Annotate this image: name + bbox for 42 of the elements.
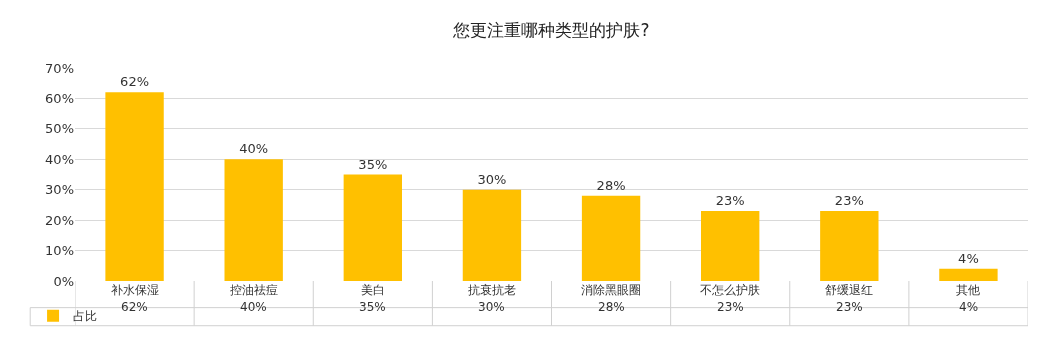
- data-label: 28%: [598, 300, 625, 314]
- bar: [462, 189, 522, 281]
- bar: [224, 159, 283, 281]
- data-label: 35%: [359, 300, 386, 314]
- x-tick-label: 补水保湿: [110, 283, 159, 297]
- y-tick-label: 40%: [45, 151, 74, 167]
- text: 30%: [477, 171, 507, 187]
- x-tick-label: 控油祛痘: [229, 283, 278, 297]
- y-tick-label: 0%: [53, 273, 74, 289]
- data-label: 40%: [240, 300, 267, 314]
- text: 62%: [120, 74, 150, 90]
- chart-title: 您更注重哪种类型的护肤?: [452, 19, 650, 40]
- data-label: 30%: [478, 300, 505, 314]
- x-tick-label: 消除黑眼圈: [581, 283, 642, 297]
- y-tick-label: 60%: [45, 90, 74, 106]
- y-tick-label: 30%: [45, 182, 74, 198]
- text: 23%: [715, 193, 745, 209]
- data-label: 23%: [717, 300, 744, 314]
- x-tick-label: 其他: [956, 283, 981, 297]
- data-label: 4%: [959, 300, 979, 314]
- text: 35%: [358, 156, 388, 172]
- x-tick-label: 抗衰抗老: [467, 283, 516, 297]
- text: 28%: [596, 177, 626, 193]
- y-tick-label: 50%: [45, 121, 74, 137]
- x-tick-label: 不怎么护肤: [700, 283, 761, 297]
- bar: [939, 268, 998, 281]
- text: 23%: [834, 193, 864, 209]
- text: 4%: [958, 250, 979, 266]
- legend-label: 占比: [73, 309, 98, 324]
- y-tick-label: 10%: [45, 243, 74, 259]
- x-tick-label: 舒缓退红: [825, 283, 874, 297]
- data-label: 62%: [121, 300, 148, 314]
- bar: [105, 92, 164, 281]
- y-tick-label: 20%: [45, 212, 74, 228]
- data-label: 23%: [836, 300, 863, 314]
- bar: [343, 174, 402, 281]
- bar: [581, 195, 641, 281]
- y-tick-label: 70%: [45, 60, 74, 76]
- bar: [701, 211, 760, 281]
- x-tick-label: 美白: [360, 283, 385, 297]
- bar: [820, 211, 879, 281]
- text: 40%: [239, 141, 269, 157]
